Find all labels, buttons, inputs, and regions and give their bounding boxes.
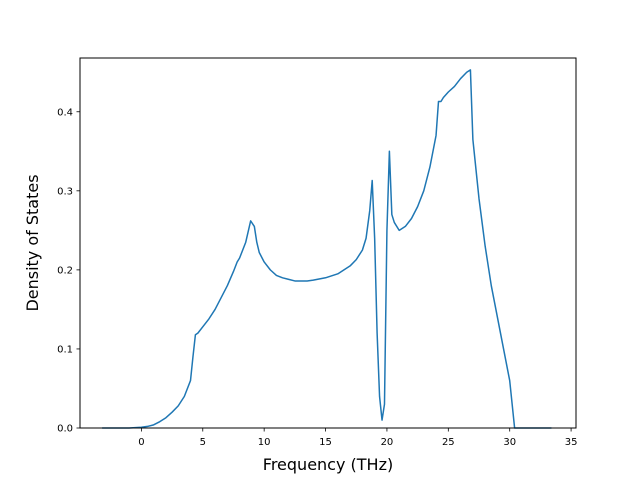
plot-frame (79, 57, 577, 429)
y-axis-ticks: 0.0 0.1 0.2 0.3 0.4 (57, 107, 80, 435)
x-tick-label: 25 (442, 437, 455, 448)
x-axis-label: Frequency (THz) (263, 455, 393, 474)
x-axis-ticks: 0 5 10 15 20 25 30 35 (138, 428, 577, 448)
y-tick-label: 0.1 (57, 344, 73, 355)
x-tick-label: 15 (319, 437, 332, 448)
y-tick-label: 0.4 (57, 107, 73, 118)
x-tick-label: 20 (381, 437, 394, 448)
y-tick-label: 0.3 (57, 186, 73, 197)
x-tick-label: 5 (200, 437, 206, 448)
x-tick-label: 10 (258, 437, 271, 448)
x-tick-label: 0 (138, 437, 144, 448)
series-layer (102, 69, 552, 429)
dos-series-line-0 (102, 69, 552, 429)
y-tick-label: 0.0 (57, 424, 73, 435)
y-axis-label: Density of States (23, 174, 42, 311)
x-tick-label: 35 (565, 437, 578, 448)
x-tick-label: 30 (503, 437, 516, 448)
y-tick-label: 0.2 (57, 265, 73, 276)
